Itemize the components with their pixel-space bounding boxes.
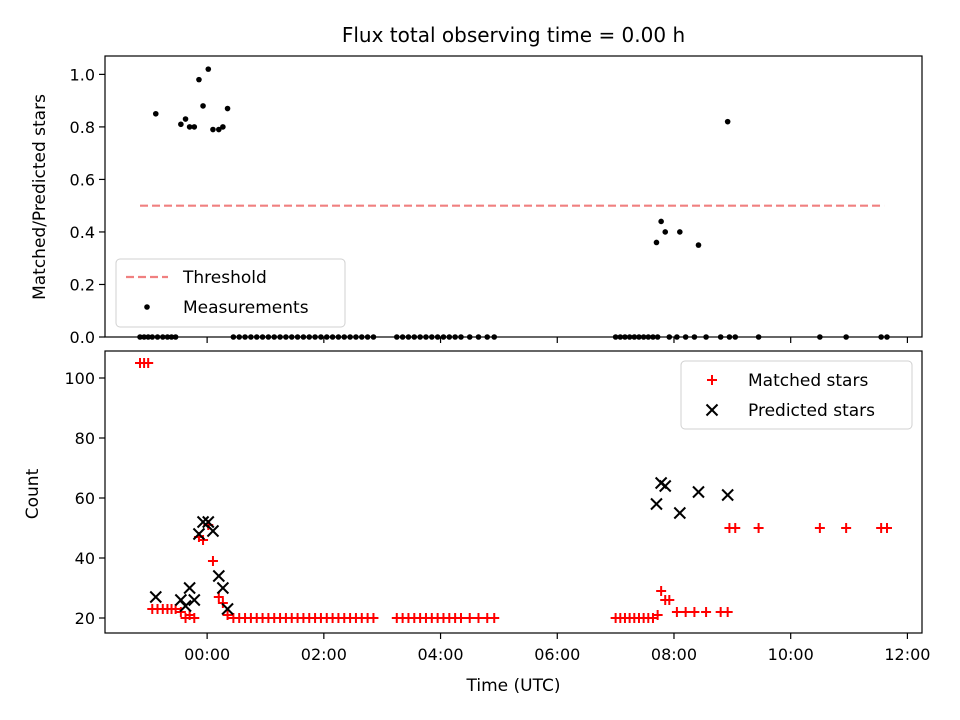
chart-title: Flux total observing time = 0.00 h (342, 23, 685, 47)
x-tick-label: 12:00 (884, 645, 930, 664)
data-point (650, 497, 663, 511)
y-tick-label: 1.0 (70, 65, 95, 84)
data-point (207, 556, 218, 566)
data-point (215, 126, 222, 133)
data-point (179, 599, 192, 613)
data-point (673, 506, 687, 520)
data-point (722, 607, 733, 617)
data-point (841, 523, 852, 533)
y-tick-label: 0.8 (70, 118, 95, 137)
legend-measurements-label: Measurements (183, 298, 309, 318)
data-point (196, 76, 202, 83)
data-point (692, 485, 705, 499)
data-point (205, 66, 212, 72)
data-point (689, 607, 700, 617)
data-point (814, 523, 825, 533)
data-point (671, 607, 682, 617)
data-point (464, 613, 475, 623)
data-point (178, 121, 184, 128)
top-panel: 0.0 0.2 0.4 0.6 0.8 1.0 Threshold Measurements (70, 55, 923, 347)
bottom-y-axis-label: Count (23, 468, 43, 519)
data-point (724, 118, 731, 125)
data-point (220, 124, 226, 130)
bottom-panel: 20 40 60 80 100 00:00 02:00 04:00 06:00 08:00 10:0… (64, 350, 930, 664)
data-point (221, 602, 234, 616)
data-point (489, 613, 500, 623)
legend: Threshold Measurements (115, 258, 346, 328)
legend-box (115, 258, 346, 328)
data-point (216, 581, 230, 595)
data-point (200, 103, 206, 109)
data-point (652, 610, 663, 620)
legend-threshold-label: Threshold (182, 268, 267, 288)
x-tick-label: 10:00 (768, 645, 814, 664)
data-point (368, 613, 379, 623)
data-point (192, 527, 206, 541)
data-point (455, 613, 466, 623)
data-point (198, 535, 209, 545)
data-point (656, 586, 667, 596)
x-tick-label: 08:00 (651, 645, 697, 664)
y-tick-label: 60 (75, 489, 95, 508)
data-point (662, 229, 669, 235)
x-tick-label: 02:00 (301, 645, 347, 664)
data-point (191, 124, 198, 130)
data-point (183, 581, 196, 595)
data-point (695, 242, 702, 248)
legend-measurements-swatch (144, 304, 150, 310)
x-axis-label: Time (UTC) (466, 676, 561, 696)
x-tick-label: 04:00 (417, 645, 463, 664)
data-point (206, 524, 220, 538)
data-point (653, 239, 660, 246)
legend-box (680, 360, 913, 430)
plot-frame (104, 350, 923, 634)
series-matched-stars (135, 358, 892, 623)
y-tick-label: 0.2 (70, 275, 95, 294)
legend-matched-label: Matched stars (748, 371, 868, 391)
y-tick-label: 0.6 (70, 170, 95, 189)
data-point (210, 126, 216, 133)
y-tick-label: 40 (75, 549, 95, 568)
data-point (680, 607, 691, 617)
data-point (721, 488, 734, 502)
data-point (658, 218, 664, 225)
data-point (881, 523, 892, 533)
data-point (701, 607, 712, 617)
data-point (664, 595, 675, 605)
data-point (182, 116, 189, 122)
data-point (212, 569, 226, 583)
data-point (222, 610, 233, 620)
data-point (188, 593, 201, 607)
data-point (196, 515, 210, 529)
data-point (202, 515, 215, 529)
legend: Matched stars Predicted stars (680, 360, 913, 430)
data-point (152, 110, 159, 117)
data-point (186, 124, 193, 130)
data-point (224, 105, 231, 112)
data-point (149, 590, 162, 604)
y-tick-label: 80 (75, 429, 95, 448)
data-point (189, 613, 200, 623)
legend-predicted-label: Predicted stars (748, 401, 875, 421)
x-tick-label: 06:00 (534, 645, 580, 664)
data-point (143, 358, 154, 368)
data-point (659, 479, 672, 493)
y-tick-label: 0.4 (70, 223, 95, 242)
data-point (753, 523, 764, 533)
data-point (213, 592, 224, 602)
plot-frame (104, 55, 923, 338)
legend-matched-swatch (707, 375, 717, 385)
y-tick-label: 100 (64, 369, 95, 388)
x-tick-label: 00:00 (184, 645, 230, 664)
data-point (730, 523, 741, 533)
top-y-axis-label: Matched/Predicted stars (30, 94, 50, 300)
y-tick-label: 20 (75, 609, 95, 628)
y-tick-label: 0.0 (70, 328, 95, 347)
data-point (473, 613, 484, 623)
series-predicted-stars (149, 476, 734, 616)
data-point (677, 229, 683, 235)
legend-predicted-swatch (705, 403, 719, 417)
